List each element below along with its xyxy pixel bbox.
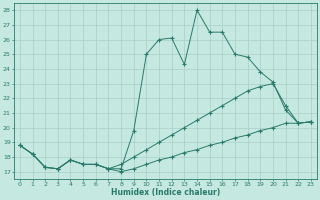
X-axis label: Humidex (Indice chaleur): Humidex (Indice chaleur): [111, 188, 220, 197]
